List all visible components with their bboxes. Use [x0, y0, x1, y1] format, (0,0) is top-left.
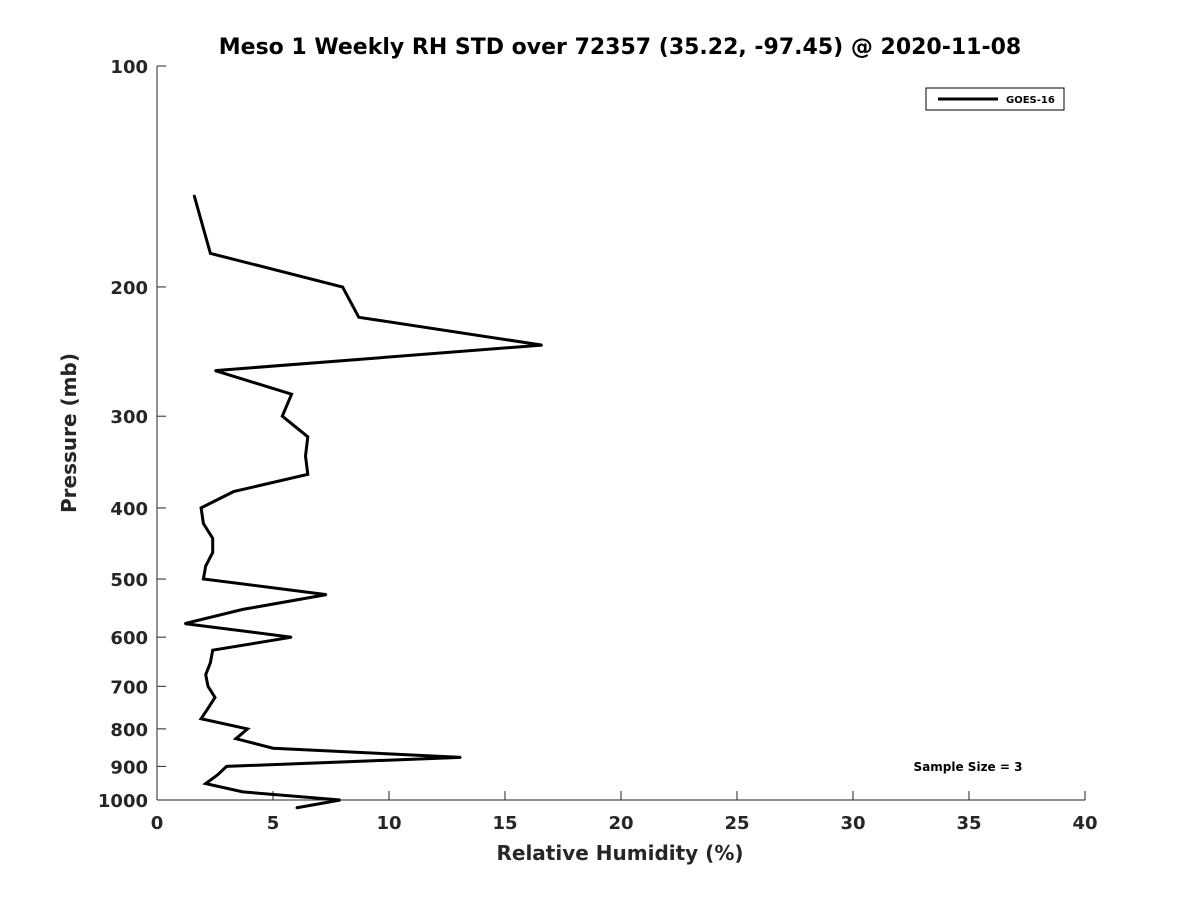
data-point	[211, 649, 214, 651]
y-tick-label: 900	[110, 757, 148, 778]
y-tick-label: 100	[110, 57, 148, 78]
sample-size-annotation: Sample Size = 3	[914, 760, 1023, 774]
data-point	[232, 490, 235, 493]
data-point	[204, 782, 207, 785]
x-tick-label: 40	[1072, 813, 1097, 834]
y-axis-label: Pressure (mb)	[57, 353, 81, 513]
series-line-goes16	[184, 194, 543, 810]
x-tick-label: 35	[956, 813, 981, 834]
x-tick-label: 25	[724, 813, 749, 834]
legend: GOES-16	[925, 87, 1065, 111]
x-axis-label: Relative Humidity (%)	[496, 841, 743, 865]
data-point	[358, 316, 360, 319]
data-point	[281, 415, 284, 418]
data-point	[541, 344, 543, 346]
x-tick-label: 0	[151, 813, 164, 834]
data-point	[307, 435, 309, 438]
legend-label-goes16: GOES-16	[1006, 95, 1055, 106]
data-point	[204, 565, 207, 567]
y-tick-label: 800	[110, 720, 148, 741]
data-point	[304, 455, 307, 457]
data-point	[460, 756, 462, 759]
chart-title: Meso 1 Weekly RH STD over 72357 (35.22, …	[219, 35, 1021, 60]
data-point	[200, 507, 202, 509]
data-point	[216, 774, 219, 776]
y-tick-label: 700	[110, 677, 148, 698]
data-point	[295, 807, 298, 809]
data-point	[214, 696, 216, 699]
data-point	[207, 707, 209, 710]
y-tick-label: 200	[110, 278, 148, 299]
data-point	[225, 765, 228, 768]
data-point	[290, 636, 293, 638]
data-point	[200, 717, 202, 720]
y-tick-label: 300	[110, 407, 148, 428]
data-point	[242, 791, 244, 793]
y-tick-label: 600	[110, 628, 148, 649]
data-point	[202, 522, 205, 525]
data-point	[272, 747, 274, 749]
data-point	[209, 661, 212, 664]
axes: 0 5 10 15 20 25 30 35 40 100 200 300 400 500 600 700 800…	[98, 57, 1098, 834]
data-point	[211, 537, 214, 540]
data-point	[204, 673, 207, 676]
data-point	[242, 608, 244, 611]
x-tick-label: 15	[492, 813, 517, 834]
x-tick-label: 10	[376, 813, 401, 834]
data-point	[193, 194, 195, 197]
data-point	[339, 799, 342, 801]
data-point	[325, 593, 328, 596]
y-tick-label: 400	[110, 499, 148, 520]
data-point	[209, 252, 212, 255]
data-point	[246, 728, 249, 730]
x-tick-label: 30	[840, 813, 865, 834]
data-point	[341, 286, 344, 288]
data-point	[235, 737, 237, 740]
x-tick-label: 20	[608, 813, 633, 834]
data-point	[214, 369, 216, 372]
data-point	[211, 551, 214, 554]
data-point	[207, 685, 209, 688]
data-point	[290, 393, 293, 396]
y-tick-label: 1000	[98, 791, 148, 812]
plot-area	[184, 194, 543, 810]
data-point	[202, 578, 205, 580]
data-point	[307, 473, 309, 476]
data-point	[184, 622, 186, 625]
x-tick-label: 5	[267, 813, 280, 834]
y-tick-label: 500	[110, 570, 148, 591]
